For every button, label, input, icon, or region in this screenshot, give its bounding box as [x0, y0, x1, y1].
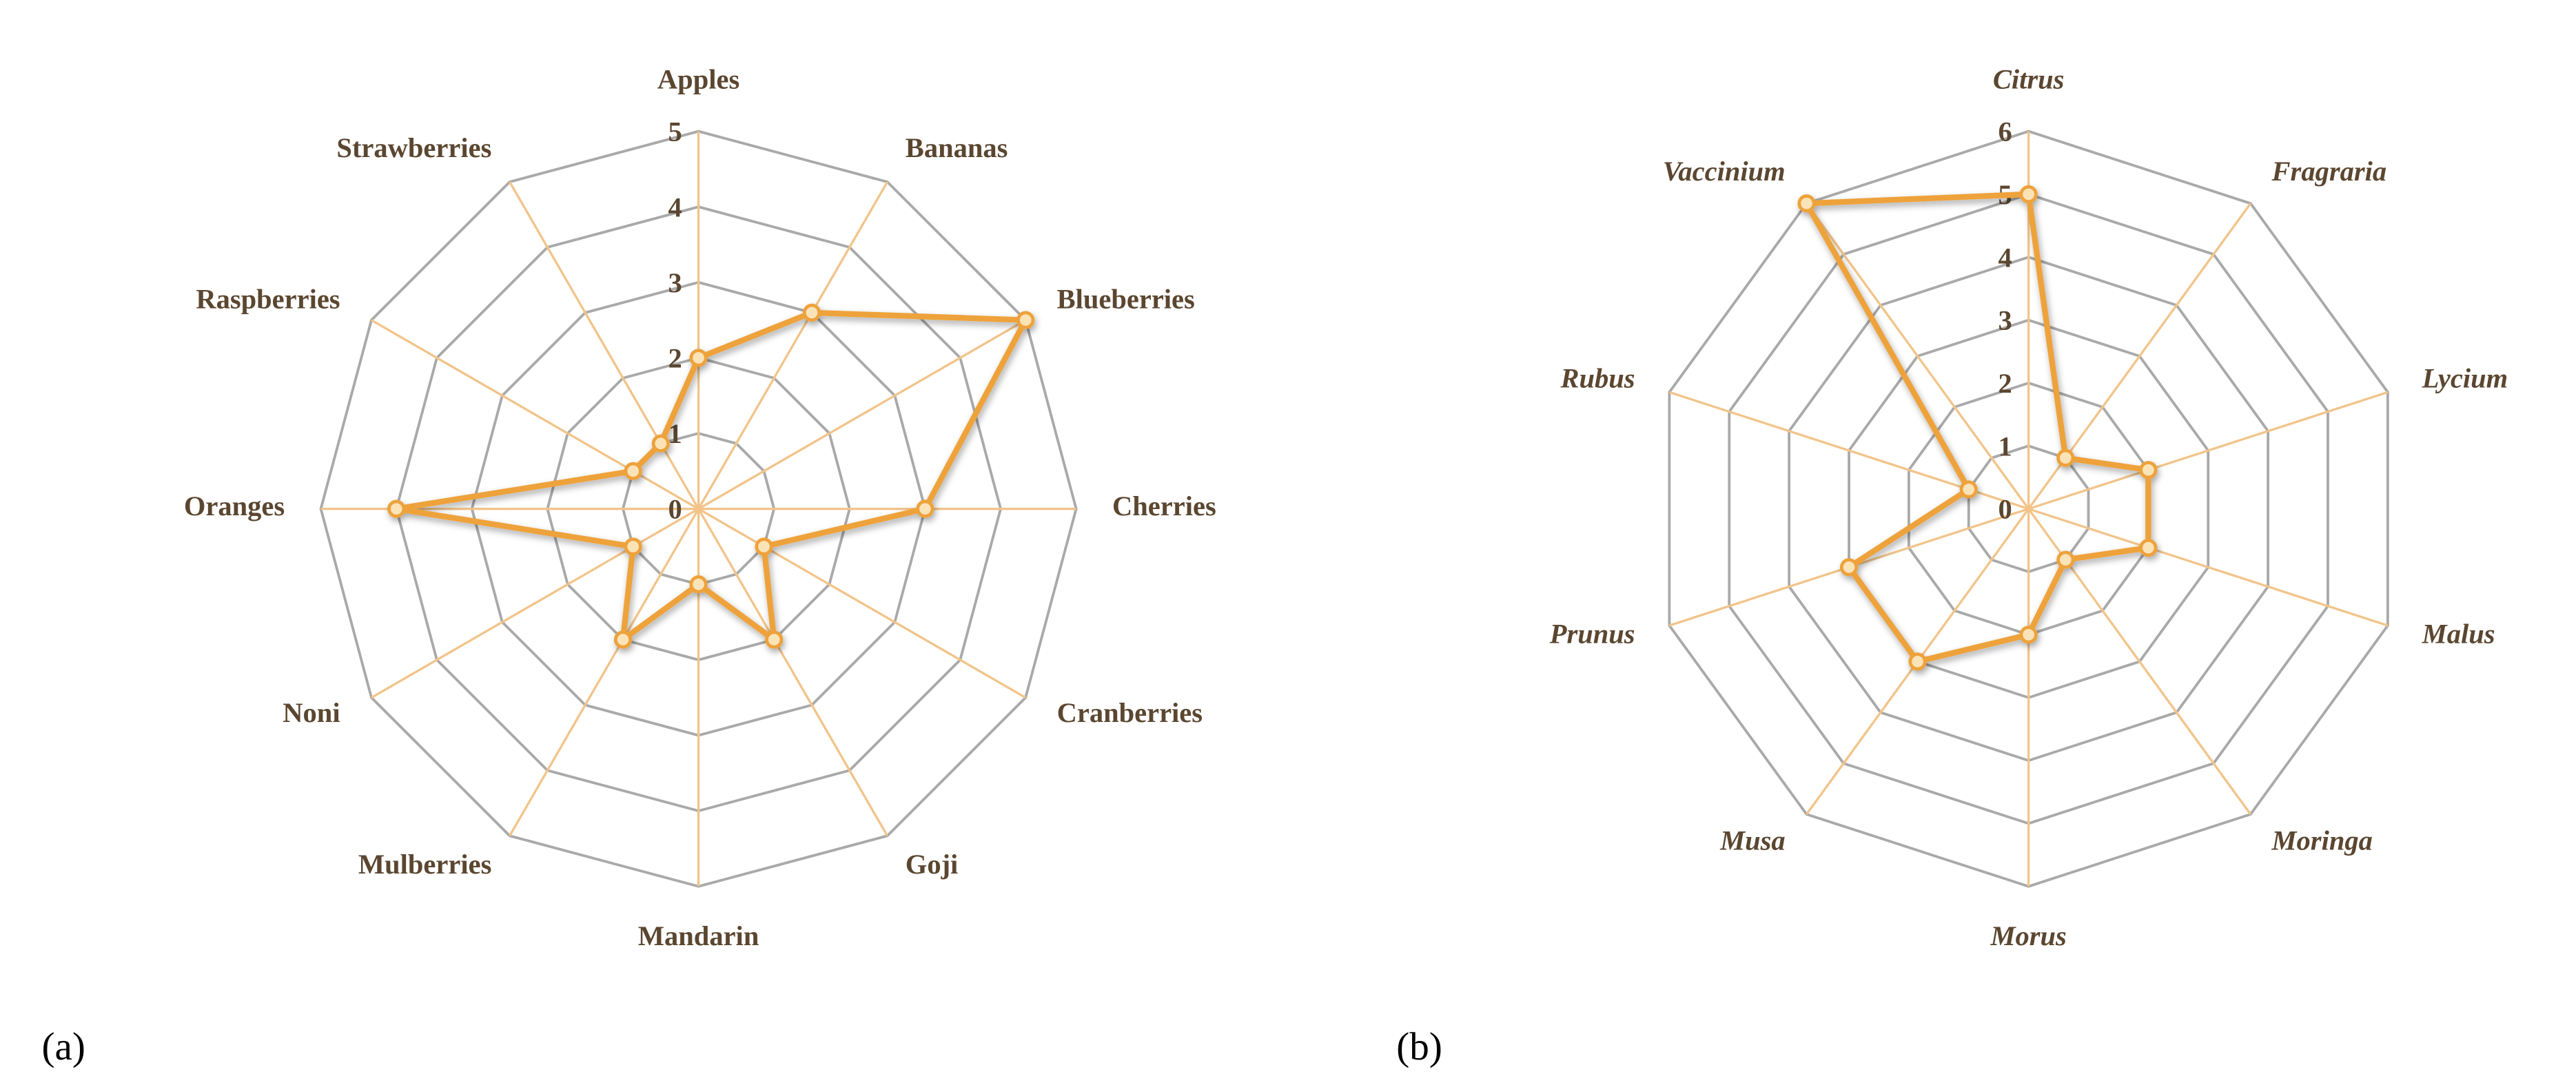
tick-label: 2 [668, 343, 682, 374]
category-label: Strawberries [336, 132, 491, 163]
series-line [1803, 191, 2151, 665]
category-label: Cranberries [1057, 697, 1203, 728]
data-point [2139, 461, 2158, 479]
data-point [1797, 194, 1816, 213]
data-point [624, 537, 642, 556]
spoke [697, 508, 889, 837]
spoke [371, 319, 699, 510]
tick-label: 2 [1999, 368, 2012, 399]
data-point [765, 630, 784, 649]
data-point [613, 630, 633, 649]
tick-label: 0 [668, 494, 682, 525]
data-point [916, 499, 934, 518]
category-label: Cherries [1112, 490, 1216, 521]
tick-label: 6 [1999, 116, 2012, 147]
category-label: Moringa [2271, 825, 2373, 856]
data-point [755, 537, 773, 556]
category-label: Prunus [1549, 619, 1635, 650]
data-point [624, 462, 642, 480]
spoke [371, 508, 699, 699]
data-point [1016, 311, 1035, 329]
tick-label: 3 [668, 267, 682, 298]
tick-label: 1 [1999, 431, 2012, 462]
category-label: Morus [1990, 920, 2066, 951]
data-point [1839, 558, 1859, 577]
spoke [2028, 391, 2389, 510]
data-point [2139, 538, 2158, 557]
category-label: Fragraria [2271, 156, 2387, 187]
category-label: Musa [1719, 825, 1786, 856]
category-label: Bananas [906, 132, 1008, 163]
spoke [697, 181, 889, 510]
data-point [689, 575, 708, 594]
data-point [2056, 448, 2075, 467]
spoke [2028, 508, 2389, 627]
category-label: Lycium [2422, 362, 2508, 393]
category-label: Vaccinium [1663, 156, 1786, 187]
category-label: Goji [906, 849, 959, 880]
spoke [509, 508, 700, 837]
data-point [802, 303, 821, 322]
category-label: Mulberries [358, 849, 491, 880]
data-point [387, 499, 406, 518]
data-point [1908, 652, 1927, 671]
category-label: Rubus [1560, 362, 1635, 393]
category-label: Noni [283, 697, 340, 728]
tick-label: 5 [668, 116, 682, 147]
data-point [1959, 480, 1978, 499]
tick-label: 1 [668, 418, 682, 449]
category-label: Malus [2422, 619, 2495, 650]
series [1797, 185, 2158, 671]
panel-label: (a) [41, 1025, 85, 1068]
category-label: Raspberries [196, 284, 340, 315]
category-label: Blueberries [1057, 284, 1195, 315]
tick-label: 4 [668, 192, 682, 223]
tick-label: 3 [1999, 305, 2012, 336]
spoke [509, 181, 700, 510]
spoke [697, 319, 1027, 510]
data-point [2019, 185, 2038, 204]
category-label: Mandarin [638, 920, 759, 951]
data-point [2019, 626, 2038, 644]
spoke [697, 508, 1027, 699]
series [387, 303, 1035, 649]
spoke [1806, 203, 2030, 510]
data-point [2056, 550, 2075, 569]
category-label: Oranges [184, 490, 285, 521]
tick-label: 0 [1999, 494, 2012, 525]
data-point [651, 434, 670, 453]
panel-label: (b) [1396, 1025, 1442, 1068]
category-label: Citrus [1993, 63, 2065, 94]
category-label: Apples [657, 63, 739, 94]
tick-label: 4 [1999, 242, 2012, 273]
data-point [689, 349, 708, 367]
